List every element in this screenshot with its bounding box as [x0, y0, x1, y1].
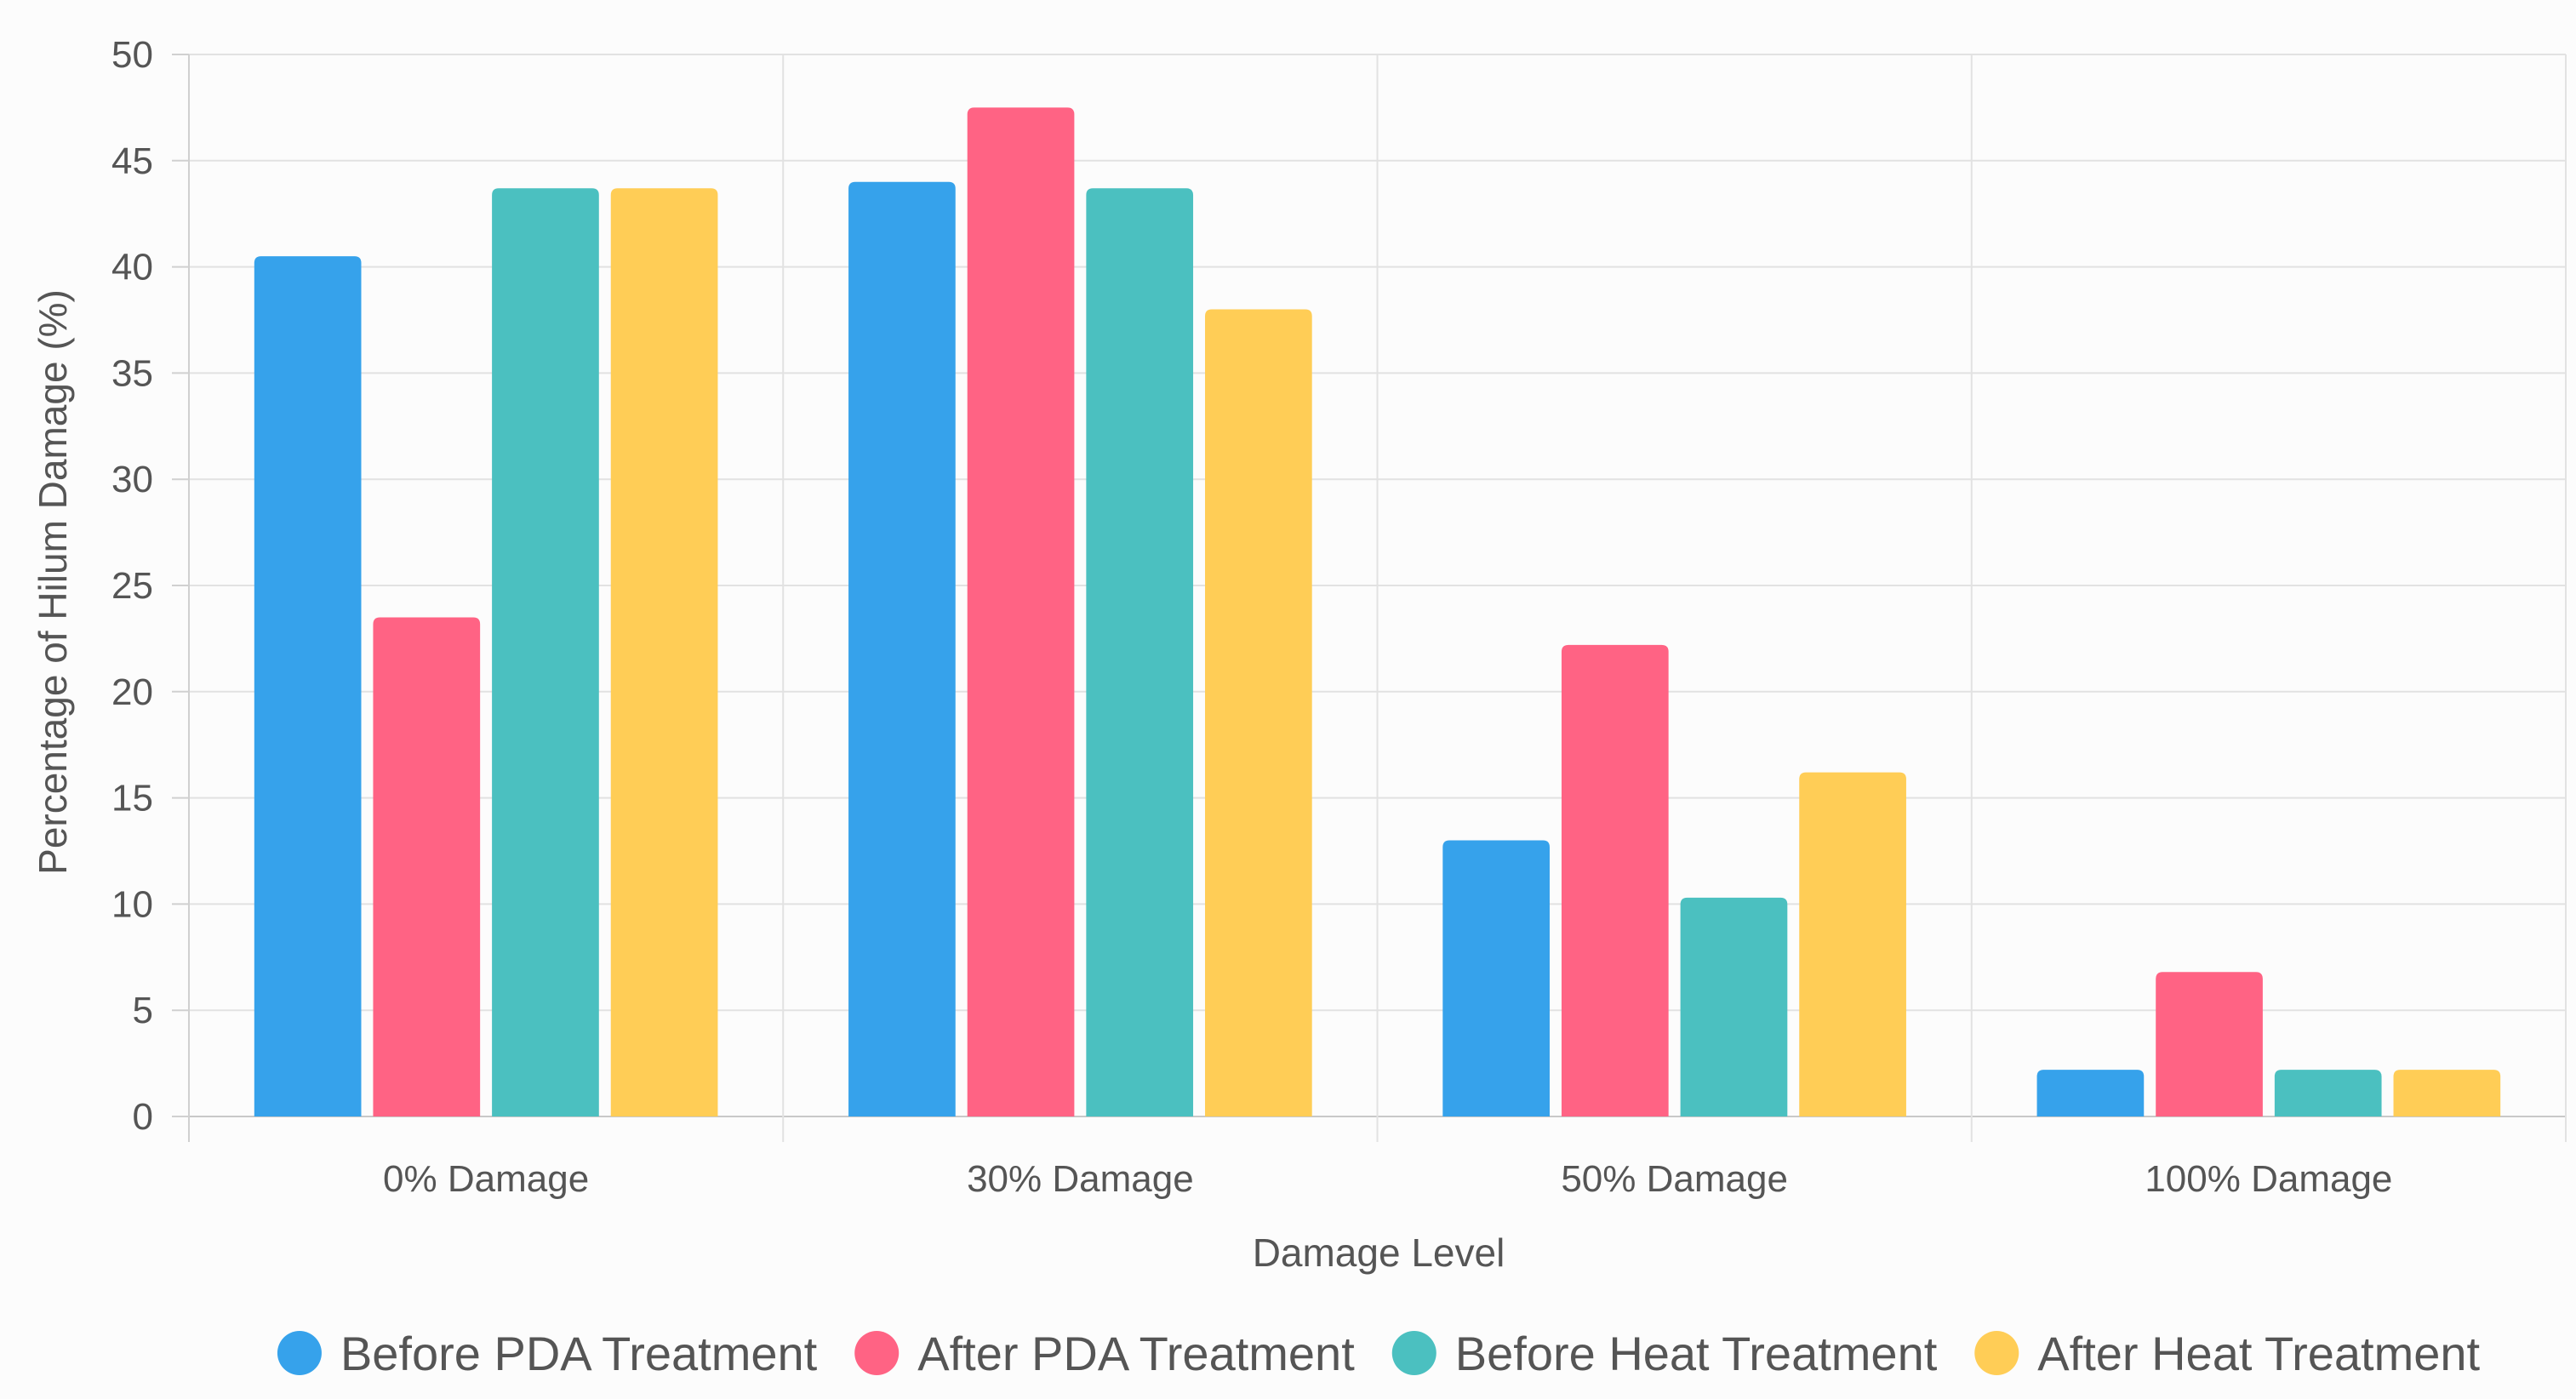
x-tick-label: 0% Damage: [383, 1158, 589, 1200]
x-tick-label: 50% Damage: [1561, 1158, 1788, 1200]
bars-layer: [254, 107, 2501, 1116]
legend-item[interactable]: After PDA Treatment: [854, 1327, 1355, 1380]
bar-after-pda-treatment: [373, 617, 481, 1116]
x-tick-label: 100% Damage: [2145, 1158, 2392, 1200]
y-axis-title: Percentage of Hilum Damage (%): [31, 289, 75, 875]
y-tick-label: 10: [111, 883, 153, 925]
bar-before-heat-treatment: [1680, 897, 1788, 1116]
bar-before-pda-treatment: [848, 181, 956, 1116]
legend-label: Before PDA Treatment: [340, 1327, 818, 1380]
bar-after-heat-treatment: [610, 188, 718, 1116]
y-tick-label: 40: [111, 247, 153, 288]
y-tick-label: 25: [111, 565, 153, 607]
legend-label: After PDA Treatment: [917, 1327, 1355, 1380]
legend-label: After Heat Treatment: [2037, 1327, 2480, 1380]
x-axis-title: Damage Level: [1253, 1231, 1505, 1275]
legend-label: Before Heat Treatment: [1455, 1327, 1938, 1380]
ticks-layer: 0 5 10 15 20 25 30 35 40 45 50 0% Damage 30% Damage 5…: [111, 34, 2392, 1200]
bar-before-heat-treatment: [1086, 188, 1194, 1116]
legend: Before PDA Treatment After PDA Treatment B…: [277, 1327, 2481, 1380]
y-tick-label: 45: [111, 140, 153, 182]
bar-before-heat-treatment: [492, 188, 599, 1116]
bar-after-pda-treatment: [967, 107, 1075, 1116]
legend-marker-icon: [277, 1331, 322, 1375]
bar-after-heat-treatment: [1205, 309, 1312, 1116]
y-tick-label: 5: [133, 990, 153, 1031]
bar-after-pda-treatment: [2156, 972, 2263, 1116]
legend-marker-icon: [1391, 1331, 1437, 1375]
y-tick-label: 0: [133, 1096, 153, 1138]
x-tick-label: 30% Damage: [967, 1158, 1194, 1200]
legend-marker-icon: [854, 1331, 900, 1375]
bar-before-pda-treatment: [1442, 840, 1550, 1116]
legend-item[interactable]: After Heat Treatment: [1974, 1327, 2481, 1380]
y-tick-label: 15: [111, 778, 153, 819]
y-tick-label: 20: [111, 671, 153, 713]
bar-after-heat-treatment: [1799, 772, 1906, 1116]
legend-item[interactable]: Before Heat Treatment: [1391, 1327, 1938, 1380]
bar-before-pda-treatment: [2036, 1070, 2145, 1116]
bar-after-pda-treatment: [1561, 644, 1669, 1116]
bar-before-pda-treatment: [254, 256, 362, 1116]
y-tick-label: 30: [111, 459, 153, 500]
bar-after-heat-treatment: [2393, 1070, 2501, 1116]
legend-marker-icon: [1974, 1331, 2019, 1375]
y-tick-label: 35: [111, 352, 153, 394]
bar-before-heat-treatment: [2274, 1070, 2382, 1116]
y-tick-label: 50: [111, 34, 153, 76]
legend-item[interactable]: Before PDA Treatment: [277, 1327, 818, 1380]
